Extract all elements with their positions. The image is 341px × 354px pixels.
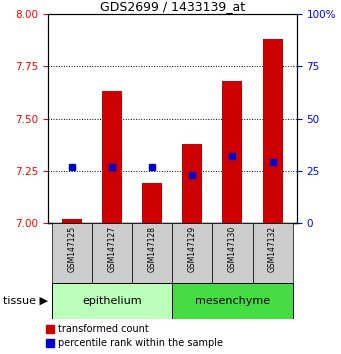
Bar xyxy=(132,223,172,283)
Bar xyxy=(212,223,252,283)
Bar xyxy=(52,223,92,283)
Text: GSM147129: GSM147129 xyxy=(188,226,197,272)
Text: GSM147132: GSM147132 xyxy=(268,226,277,272)
Bar xyxy=(263,39,283,223)
Bar xyxy=(142,183,162,223)
Bar xyxy=(102,91,122,223)
Text: GSM147130: GSM147130 xyxy=(228,226,237,272)
Bar xyxy=(222,81,242,223)
Bar xyxy=(62,219,82,223)
Text: GSM147128: GSM147128 xyxy=(148,226,157,272)
Bar xyxy=(252,223,293,283)
Legend: transformed count, percentile rank within the sample: transformed count, percentile rank withi… xyxy=(46,324,223,348)
Bar xyxy=(172,283,293,319)
Text: GSM147125: GSM147125 xyxy=(67,226,76,272)
Bar xyxy=(172,223,212,283)
Text: mesenchyme: mesenchyme xyxy=(195,296,270,306)
Text: tissue ▶: tissue ▶ xyxy=(3,296,48,306)
Text: epithelium: epithelium xyxy=(82,296,142,306)
Bar xyxy=(92,223,132,283)
Bar xyxy=(182,144,202,223)
Title: GDS2699 / 1433139_at: GDS2699 / 1433139_at xyxy=(100,0,245,13)
Text: GSM147127: GSM147127 xyxy=(107,226,117,272)
Bar xyxy=(52,283,172,319)
